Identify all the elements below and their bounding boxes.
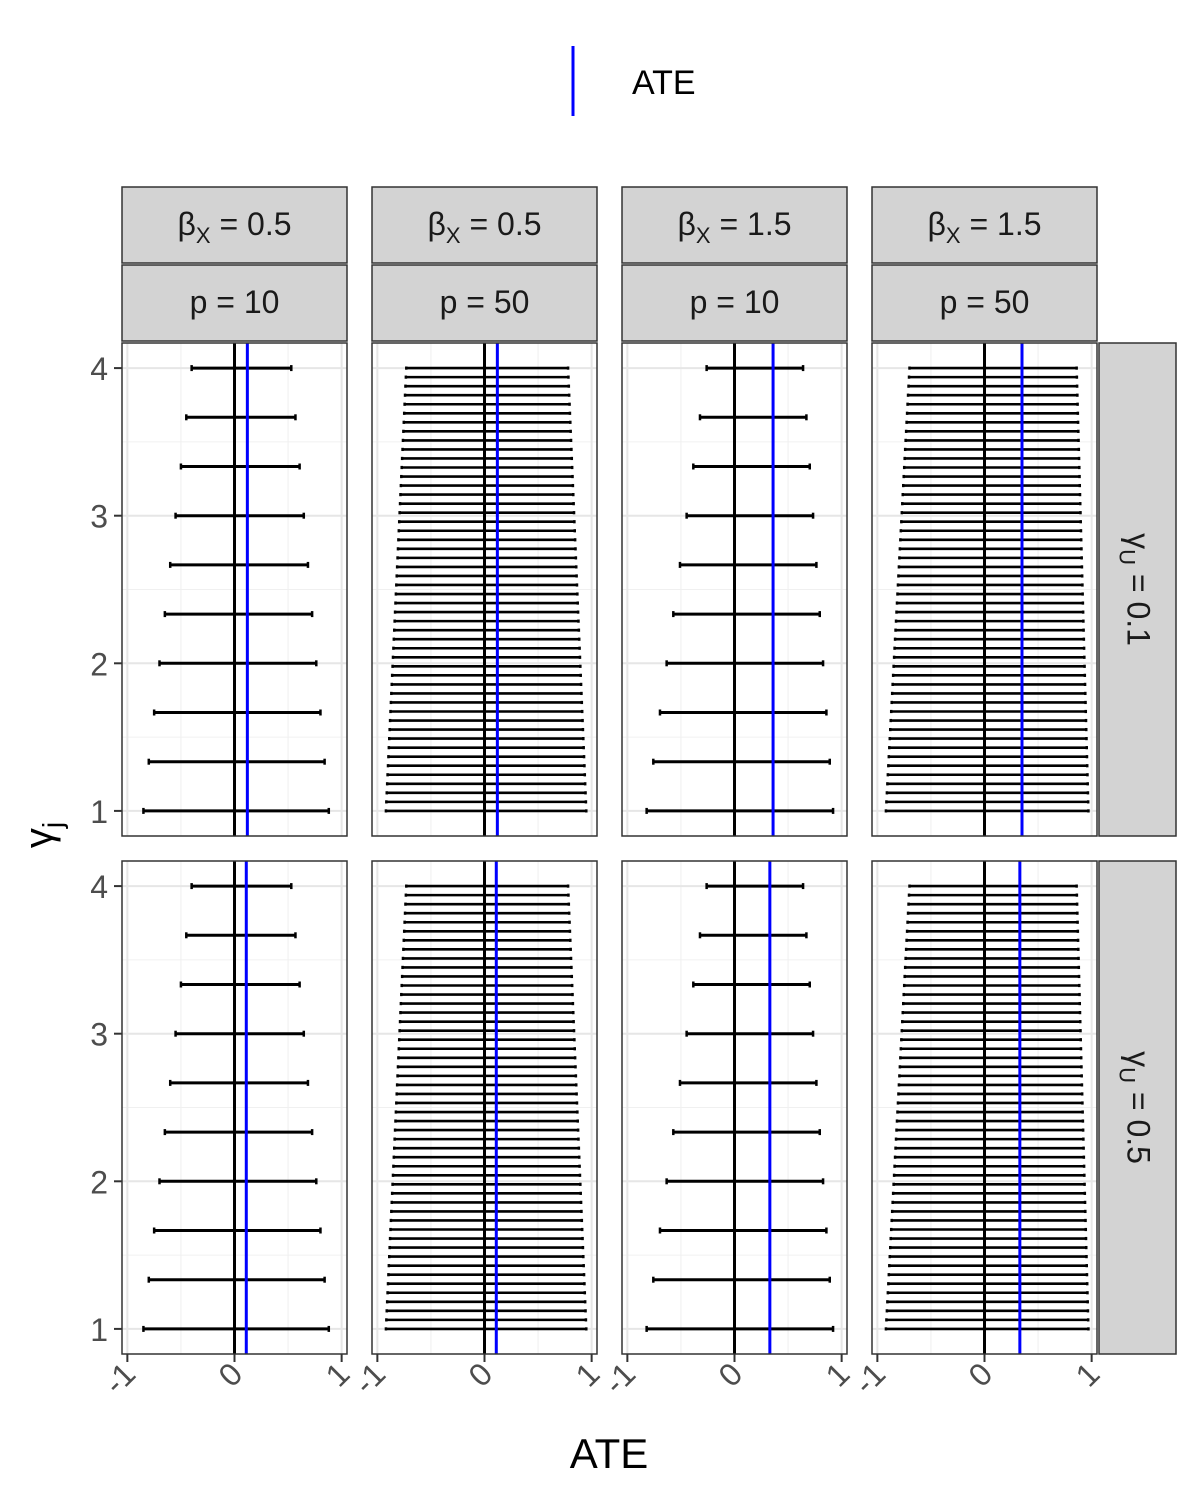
strip-gamma-label: γU = 0.5 [1115,1051,1157,1164]
strip-beta-subscript: X [946,223,961,248]
strip-gamma-label: γU = 0.1 [1115,533,1157,646]
facet-panel [871,342,1098,837]
strip-beta-value: = 1.5 [961,206,1042,242]
strip-p-box [871,264,1098,342]
y-tick-label: 1 [90,1312,108,1348]
strip-beta-subscript: X [196,223,211,248]
strip-beta-subscript: X [446,223,461,248]
strip-gamma-symbol: γ [1121,1051,1157,1067]
strip-beta-label: βX = 0.5 [427,206,541,248]
strip-gamma-box [1098,860,1177,1355]
strip-gamma-symbol: γ [1121,533,1157,549]
strip-beta-symbol: β [927,206,945,242]
strip-beta-box [371,186,598,264]
strip-beta-box [121,186,348,264]
y-tick-label: 2 [90,1164,108,1200]
strip-beta-label: βX = 1.5 [927,206,1041,248]
strip-p-box [371,264,598,342]
y-tick-label: 4 [90,351,108,387]
strip-p-label: p = 50 [440,284,530,320]
facet-panel [371,342,598,837]
x-axis-title: ATE [570,1430,649,1477]
strip-beta-value: = 0.5 [211,206,292,242]
strip-gamma-box [1098,342,1177,837]
strip-p-label: p = 10 [690,284,780,320]
strip-gamma-value: = 0.5 [1121,1083,1157,1164]
facet-panel [621,342,848,837]
facet-panel: 1 2 3 4 [90,342,348,837]
strip-gamma-subscript: U [1115,549,1140,565]
legend: ATE [571,46,696,116]
panel-border [371,342,598,837]
strip-beta-label: βX = 1.5 [677,206,791,248]
strip-gamma-value: = 0.1 [1121,565,1157,646]
panel-border [621,342,848,837]
strip-beta-subscript: X [696,223,711,248]
strip-beta-symbol: β [677,206,695,242]
strip-p-label: p = 10 [190,284,280,320]
panel-border [121,342,348,837]
svg-text:γj: γj [17,822,68,848]
y-axis-title: γj [17,822,68,848]
strip-beta-value: = 1.5 [711,206,792,242]
strip-p-box [621,264,848,342]
panel-border [871,342,1098,837]
strip-beta-value: = 0.5 [461,206,542,242]
strip-beta-symbol: β [177,206,195,242]
y-tick-label: 2 [90,646,108,682]
strip-p-box [121,264,348,342]
strip-beta-symbol: β [427,206,445,242]
strip-gamma-subscript: U [1115,1067,1140,1083]
y-tick-label: 3 [90,499,108,535]
strip-beta-label: βX = 0.5 [177,206,291,248]
y-tick-label: 1 [90,794,108,830]
strip-p-label: p = 50 [940,284,1030,320]
y-tick-label: 4 [90,869,108,905]
y-axis-title-main: γ [17,828,61,848]
y-tick-label: 3 [90,1017,108,1053]
strip-beta-box [621,186,848,264]
y-axis-title-sub: j [37,822,68,829]
strip-beta-box [871,186,1098,264]
legend-label-ate: ATE [632,64,696,102]
